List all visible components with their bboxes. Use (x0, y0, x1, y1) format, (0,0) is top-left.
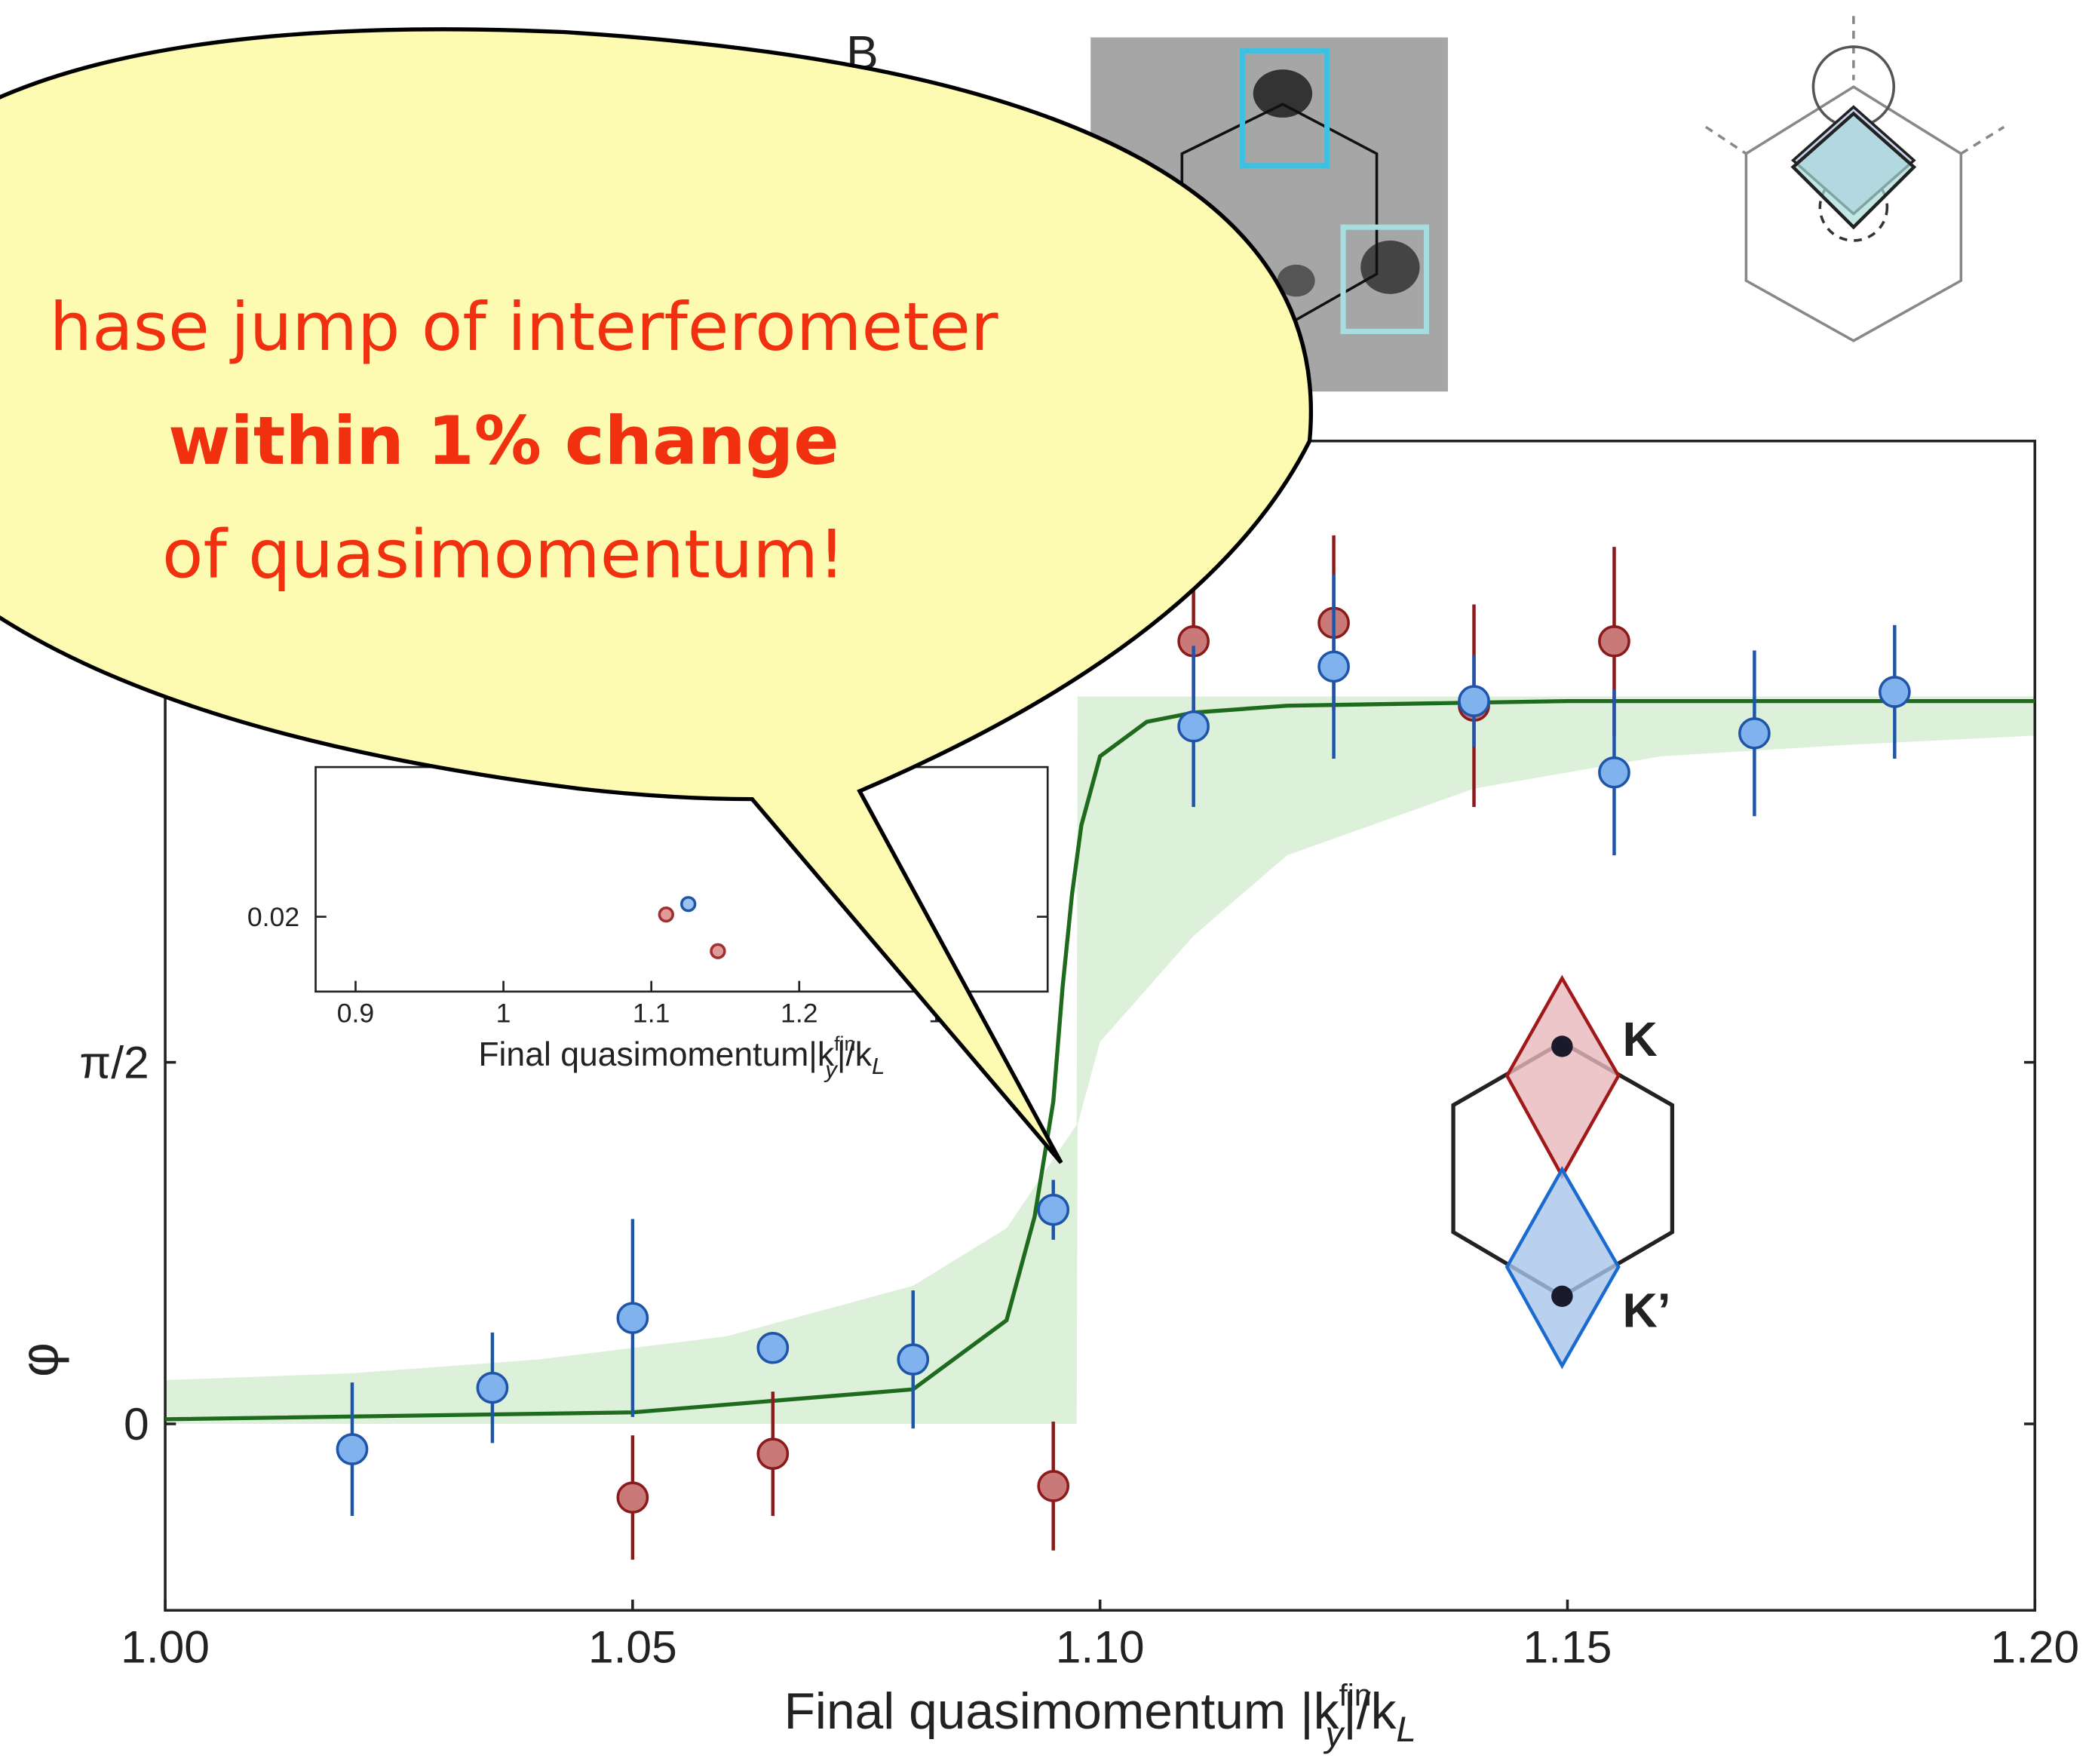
data-point (758, 1439, 787, 1468)
data-point (1038, 1195, 1068, 1225)
x-axis-label-part: |/k (837, 1036, 873, 1073)
data-point (1038, 1471, 1068, 1501)
x-axis-label-part: Final quasimomentum|k (478, 1036, 835, 1073)
data-point (711, 944, 725, 958)
data-point (337, 1434, 367, 1464)
figure: B 1.001.051.101.151.200π/2Final quasimom… (0, 0, 2098, 1764)
x-axis-label-part: Final quasimomentum |k (784, 1683, 1339, 1740)
x-tick-label: 1.15 (1523, 1621, 1612, 1673)
data-point (1600, 758, 1629, 787)
x-tick-label: 1.00 (121, 1621, 210, 1673)
x-tick-label: 0.9 (337, 999, 375, 1029)
y-tick-label: π/2 (79, 1037, 149, 1088)
y-axis-label: φ (10, 1342, 69, 1377)
data-point (1459, 686, 1489, 716)
x-tick-label: 1.20 (1990, 1621, 2079, 1673)
y-tick-label: 0.02 (247, 902, 299, 932)
x-axis-label-part: L (872, 1053, 885, 1079)
x-tick-label: 1.1 (633, 999, 670, 1029)
data-point (758, 1333, 787, 1363)
x-axis-label-part: L (1396, 1710, 1416, 1750)
page: {"figure": {"panel_label": "B"}, "annota… (0, 0, 2098, 1764)
callout-line: hase jump of interferometer (50, 288, 998, 366)
data-point (618, 1303, 647, 1333)
data-point (477, 1373, 507, 1403)
data-point (898, 1345, 928, 1374)
data-point (1740, 719, 1769, 748)
k-prime-label: K’ (1623, 1284, 1671, 1338)
x-tick-label: 1.2 (781, 999, 818, 1029)
data-point (659, 908, 673, 922)
data-point (682, 897, 695, 911)
data-point (618, 1483, 647, 1512)
x-tick-label: 1.10 (1056, 1621, 1145, 1673)
data-point (1179, 712, 1208, 741)
y-tick-label: 0 (124, 1398, 149, 1450)
x-axis-label-part: |/k (1343, 1683, 1396, 1740)
data-point (1880, 677, 1909, 707)
callout-line: within 1% change (168, 402, 839, 480)
k-label: K (1623, 1012, 1658, 1066)
x-axis-label-part: y (1324, 1715, 1345, 1755)
callout-line: of quasimomentum! (162, 516, 845, 594)
x-tick-label: 1.05 (588, 1621, 677, 1673)
x-tick-label: 1 (496, 999, 511, 1029)
data-point (1600, 627, 1629, 656)
data-point (1319, 652, 1348, 681)
